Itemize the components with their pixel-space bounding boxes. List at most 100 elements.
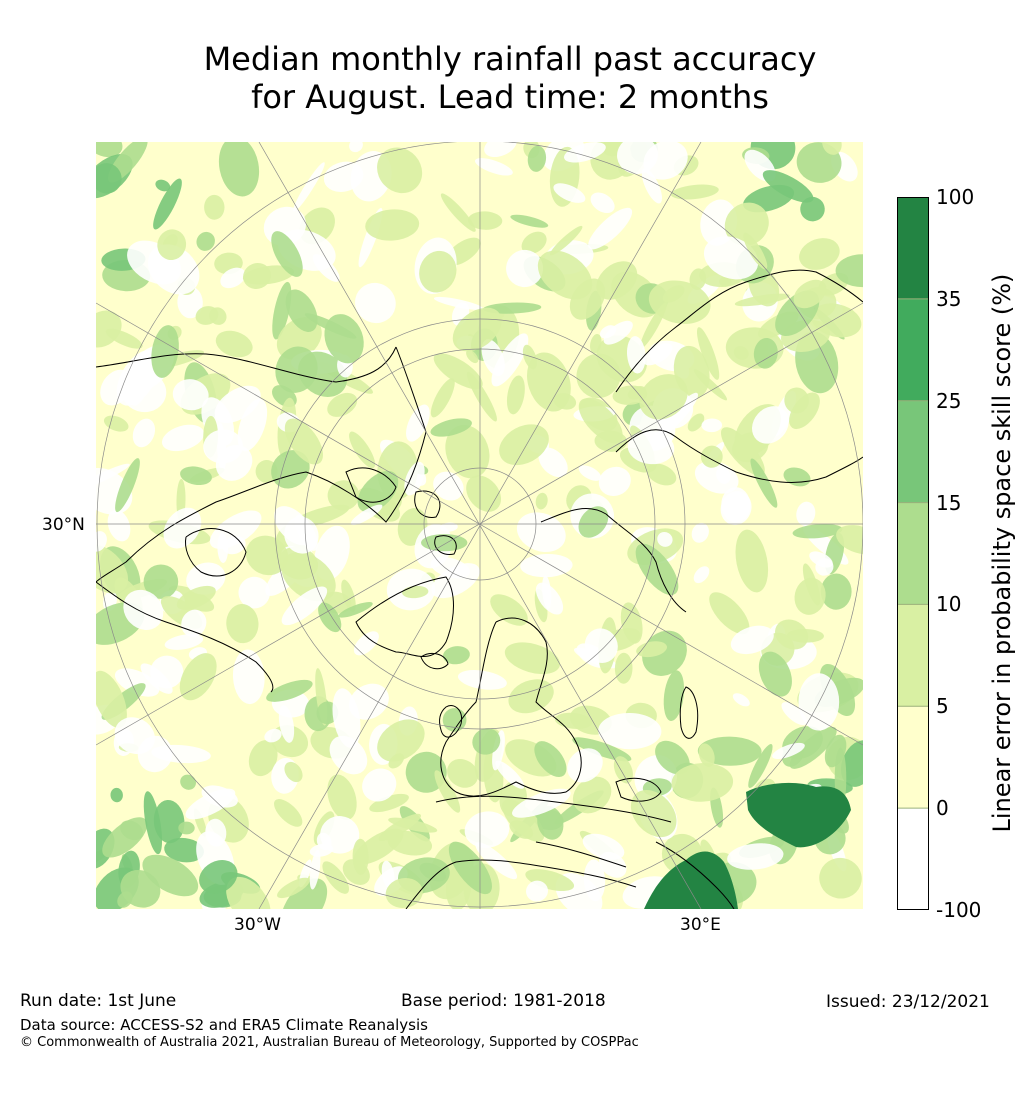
skill-patch bbox=[599, 851, 627, 878]
skill-patch bbox=[316, 832, 332, 851]
colorbar-tick-label: 35 bbox=[936, 286, 962, 311]
skill-patch bbox=[284, 761, 303, 783]
skill-patch bbox=[178, 821, 195, 835]
skill-patch bbox=[387, 830, 433, 856]
skill-patch bbox=[96, 531, 107, 552]
polar-skill-map bbox=[96, 142, 863, 909]
skill-patch bbox=[327, 774, 357, 820]
skill-patch bbox=[114, 668, 160, 697]
skill-patch bbox=[811, 303, 862, 338]
skill-patch bbox=[578, 465, 602, 481]
data-source: Data source: ACCESS-S2 and ERA5 Climate … bbox=[20, 1016, 428, 1034]
longitude-label-west: 30°W bbox=[234, 915, 281, 935]
skill-patch bbox=[153, 178, 182, 230]
skill-patch bbox=[248, 740, 278, 777]
skill-patch bbox=[433, 471, 464, 501]
skill-region-high-middle-east bbox=[746, 782, 851, 848]
skill-patch bbox=[753, 337, 778, 369]
colorbar-bin bbox=[897, 706, 929, 809]
skill-patch bbox=[163, 507, 202, 549]
skill-patch bbox=[786, 628, 824, 643]
skill-patch bbox=[96, 828, 115, 869]
skill-patch bbox=[490, 594, 528, 626]
skill-patch bbox=[727, 843, 784, 870]
skill-patch bbox=[433, 296, 483, 310]
skill-patch bbox=[670, 184, 719, 200]
meridian-line bbox=[258, 142, 702, 909]
skill-patch bbox=[327, 480, 360, 511]
skill-patch bbox=[549, 225, 583, 256]
skill-patch bbox=[588, 207, 633, 250]
skill-patch bbox=[617, 142, 658, 175]
skill-patch bbox=[143, 791, 163, 855]
skill-patch bbox=[693, 566, 710, 584]
skill-patch bbox=[378, 813, 421, 842]
skill-patch bbox=[447, 759, 479, 788]
skill-patch bbox=[445, 424, 490, 479]
skill-patch bbox=[716, 466, 731, 484]
skill-patch bbox=[430, 378, 455, 418]
skill-patch bbox=[205, 818, 227, 847]
skill-patch bbox=[792, 523, 843, 539]
skill-patch bbox=[433, 353, 483, 390]
skill-patch bbox=[521, 231, 547, 254]
skill-patch bbox=[204, 194, 225, 220]
skill-patch bbox=[203, 429, 243, 464]
skill-patch bbox=[329, 735, 368, 775]
skill-patch bbox=[185, 788, 236, 820]
skill-patch bbox=[735, 529, 769, 593]
skill-patch bbox=[277, 877, 310, 899]
skill-patch bbox=[495, 760, 525, 789]
skill-patch bbox=[281, 586, 328, 626]
skill-patch bbox=[474, 158, 513, 176]
skill-patch bbox=[96, 463, 130, 492]
skill-patch bbox=[584, 628, 618, 664]
colorbar-frame bbox=[897, 197, 929, 910]
skill-patch bbox=[377, 719, 425, 762]
skill-patch bbox=[522, 344, 537, 370]
skill-patch bbox=[421, 534, 468, 552]
skill-patch bbox=[689, 268, 707, 290]
skill-patch bbox=[599, 325, 617, 339]
skill-patch bbox=[789, 726, 837, 769]
skill-patch bbox=[796, 501, 816, 526]
skill-patch bbox=[338, 602, 373, 618]
skill-patch bbox=[349, 431, 376, 469]
coast-mediterranean bbox=[435, 795, 672, 868]
skill-patch bbox=[209, 307, 227, 325]
skill-patch bbox=[642, 343, 673, 366]
skill-patch bbox=[509, 820, 534, 839]
skill-patch bbox=[613, 756, 633, 784]
skill-patch bbox=[226, 876, 271, 909]
skill-patch bbox=[181, 609, 207, 637]
colorbar-bin bbox=[897, 604, 929, 707]
base-period: Base period: 1981-2018 bbox=[401, 991, 606, 1011]
skill-patch bbox=[719, 276, 732, 287]
skill-patch bbox=[516, 512, 566, 553]
skill-patch bbox=[215, 330, 253, 358]
skill-patch bbox=[238, 576, 271, 609]
skill-patch bbox=[466, 475, 502, 512]
skill-patch bbox=[687, 413, 705, 432]
coast-british-isles bbox=[439, 705, 463, 738]
skill-patch bbox=[655, 740, 690, 775]
skill-patch bbox=[635, 543, 679, 596]
skill-patch bbox=[271, 231, 303, 277]
skill-patch bbox=[481, 339, 505, 377]
skill-patch bbox=[419, 250, 457, 293]
skill-patch bbox=[349, 142, 363, 153]
longitude-label-east: 30°E bbox=[680, 915, 721, 935]
skill-patch bbox=[466, 349, 479, 364]
skill-patch bbox=[348, 683, 389, 720]
skill-patch bbox=[278, 705, 295, 743]
colorbar-tick-label: 15 bbox=[936, 490, 962, 515]
skill-patch bbox=[639, 374, 688, 420]
skill-patch bbox=[520, 553, 573, 578]
skill-patch bbox=[835, 254, 863, 288]
skill-patch bbox=[472, 728, 501, 755]
skill-patch bbox=[220, 267, 246, 289]
skill-patch bbox=[114, 717, 155, 755]
skill-patch bbox=[388, 753, 405, 769]
skill-patch bbox=[285, 289, 318, 332]
skill-patch bbox=[196, 231, 215, 251]
